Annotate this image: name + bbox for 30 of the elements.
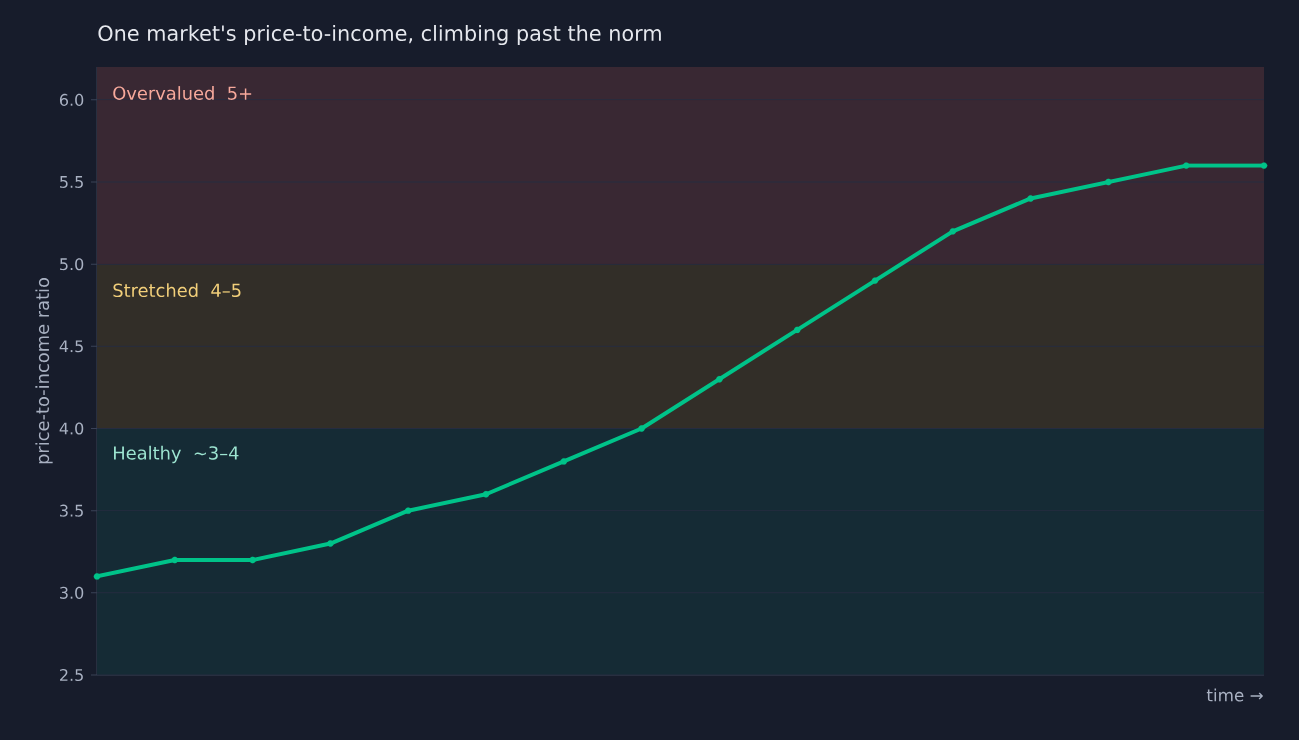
- point: [404, 507, 412, 514]
- point: [171, 556, 179, 564]
- point: [249, 556, 256, 564]
- point: [93, 573, 101, 580]
- y-tick-label: 6.0: [59, 93, 84, 106]
- point: [1260, 162, 1268, 169]
- point: [793, 326, 801, 334]
- y-tick-label: 4.0: [59, 422, 84, 435]
- point: [871, 277, 879, 284]
- band-label: Stretched 4–5: [113, 283, 241, 298]
- point: [560, 458, 568, 465]
- y-tick-label: 5.5: [60, 176, 83, 188]
- y-axis-title: price-to-income ratio: [35, 278, 53, 464]
- x-axis-title: time →: [1206, 688, 1263, 702]
- y-tick-label: 4.5: [59, 340, 83, 353]
- y-tick-label: 2.5: [60, 668, 83, 682]
- point: [1105, 178, 1112, 186]
- y-tick-label: 5.0: [60, 258, 84, 271]
- point: [716, 375, 723, 383]
- band-label: Overvalued 5+: [113, 86, 252, 100]
- band-label: Healthy ~3–4: [114, 445, 239, 464]
- point: [482, 490, 490, 498]
- point: [949, 228, 957, 235]
- chart-title: One market's price-to-income, climbing past the norm: [98, 24, 661, 46]
- point: [638, 425, 645, 432]
- point: [327, 540, 334, 547]
- point: [1027, 195, 1034, 202]
- y-tick-label: 3.0: [60, 586, 84, 599]
- y-tick-label: 3.5: [60, 504, 83, 517]
- point: [1182, 162, 1190, 169]
